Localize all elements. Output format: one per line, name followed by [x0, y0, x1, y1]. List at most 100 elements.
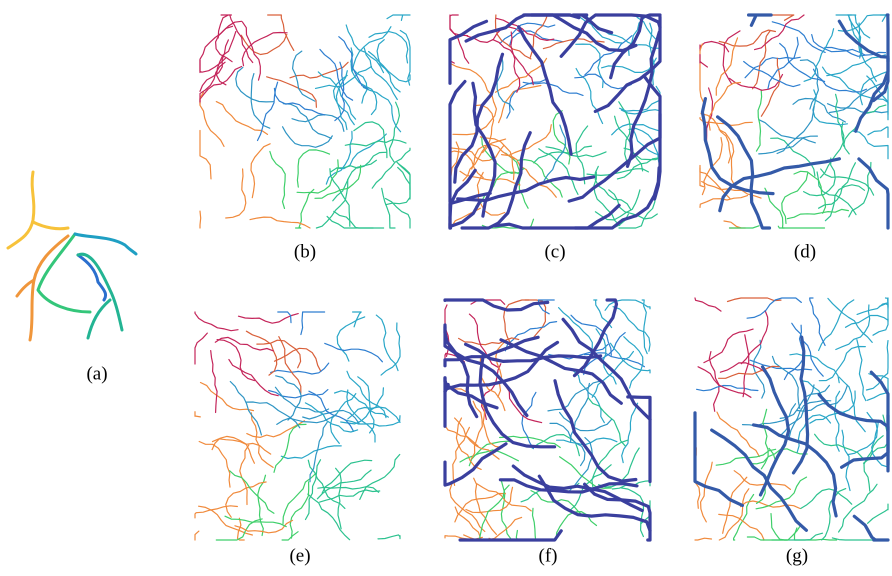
branch	[239, 314, 299, 324]
branch	[445, 412, 478, 446]
panel-a-drawing	[8, 172, 136, 340]
branch	[353, 312, 362, 327]
branch	[720, 363, 772, 384]
branch	[820, 122, 843, 178]
branch	[297, 150, 329, 187]
branch	[700, 44, 704, 103]
branch	[282, 532, 298, 540]
vessel-overlay	[445, 325, 477, 417]
vessel-overlay	[585, 484, 650, 540]
branch	[276, 376, 302, 420]
branch	[782, 173, 808, 223]
branch	[397, 162, 410, 189]
branch	[868, 127, 888, 137]
branch	[283, 127, 333, 148]
branch	[704, 329, 753, 363]
branch	[700, 55, 707, 67]
vessel-overlay	[749, 15, 772, 25]
vessel-overlay	[450, 82, 465, 202]
branch	[242, 33, 287, 66]
branch	[270, 152, 285, 209]
branch	[823, 67, 875, 99]
branch	[211, 351, 217, 413]
branch	[534, 146, 592, 163]
branch	[624, 337, 643, 388]
branch	[337, 134, 386, 169]
branch	[195, 333, 207, 364]
branch	[363, 88, 400, 132]
vessel-overlay	[450, 21, 487, 83]
branch	[369, 32, 408, 63]
branch	[744, 62, 800, 87]
panel-label: (g)	[786, 545, 808, 566]
vessel-overlay	[720, 159, 840, 211]
branch	[337, 317, 365, 361]
branch	[825, 185, 864, 221]
branch	[200, 131, 211, 179]
branch	[292, 115, 344, 132]
branch	[258, 475, 266, 535]
vessel-overlay	[859, 159, 888, 228]
branch	[747, 298, 801, 318]
branch	[247, 421, 305, 438]
branch	[787, 209, 848, 218]
branch	[333, 160, 377, 201]
branch	[695, 538, 712, 540]
vessel-overlay	[460, 531, 561, 540]
branch	[842, 430, 850, 490]
branch	[743, 335, 749, 397]
branch	[857, 340, 866, 401]
branch	[467, 517, 522, 540]
vessel-overlay	[500, 480, 637, 492]
branch	[868, 504, 888, 523]
branch	[839, 484, 877, 532]
branch	[226, 169, 246, 218]
branch	[455, 494, 506, 522]
branch	[761, 58, 780, 116]
branch	[697, 386, 758, 391]
branch	[369, 52, 410, 82]
branch	[772, 22, 825, 53]
branch	[200, 67, 242, 105]
branch	[347, 371, 386, 417]
branch	[730, 226, 760, 228]
branch	[778, 226, 824, 228]
branch	[777, 106, 814, 153]
branch	[523, 82, 583, 95]
branch	[320, 490, 380, 502]
panel-label: (e)	[289, 545, 310, 566]
vessel-overlay	[702, 99, 773, 194]
branch	[246, 331, 276, 375]
panel-label: (d)	[794, 241, 816, 262]
branch	[621, 488, 643, 537]
branch	[382, 188, 395, 228]
branch	[195, 412, 200, 417]
branch	[290, 482, 309, 538]
branch	[199, 442, 230, 488]
panel-label: (c)	[544, 241, 565, 262]
branch	[827, 55, 886, 76]
branch	[387, 15, 410, 20]
branch	[642, 300, 647, 354]
branch	[325, 343, 383, 361]
branch	[283, 473, 316, 524]
branch	[386, 167, 410, 204]
branch	[728, 298, 782, 302]
branch	[360, 455, 400, 500]
branch	[216, 102, 267, 135]
branch	[759, 120, 816, 143]
branch	[281, 446, 341, 459]
branch	[376, 315, 398, 371]
branch	[700, 168, 704, 187]
branch	[317, 470, 371, 499]
branch	[320, 49, 353, 100]
branch	[839, 377, 865, 432]
vessel-overlay	[575, 300, 617, 376]
branch	[240, 445, 249, 504]
branch	[819, 347, 865, 381]
branch	[695, 298, 721, 311]
branch	[771, 514, 787, 540]
branch	[301, 312, 325, 335]
branch	[390, 102, 400, 162]
branch	[602, 58, 657, 72]
